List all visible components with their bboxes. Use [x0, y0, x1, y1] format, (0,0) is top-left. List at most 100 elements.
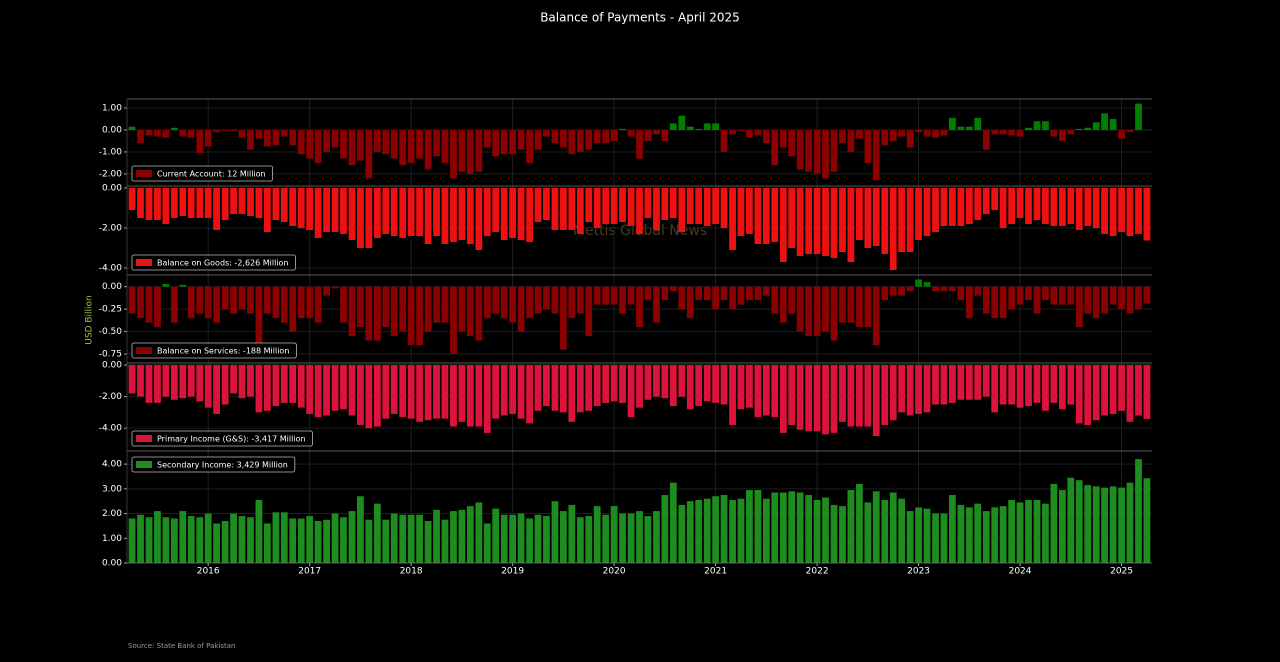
bar	[653, 365, 660, 397]
y-tick-label: -0.50	[99, 327, 123, 337]
bar	[137, 365, 144, 397]
bar	[872, 129, 880, 181]
bar	[1033, 121, 1041, 130]
bar	[889, 129, 897, 141]
bar	[458, 365, 466, 422]
bar	[1118, 365, 1125, 411]
bar	[610, 365, 618, 402]
bar	[948, 495, 956, 563]
y-tick-label: -0.25	[99, 305, 122, 315]
bar	[509, 514, 517, 563]
bar	[771, 492, 779, 563]
bar	[399, 129, 407, 166]
bar	[788, 286, 796, 314]
bar	[145, 517, 153, 563]
bar	[1059, 490, 1066, 563]
bar	[847, 188, 855, 262]
bar	[1092, 286, 1100, 319]
bar	[154, 286, 161, 328]
y-tick-label: 2.00	[102, 509, 122, 519]
bar	[948, 188, 956, 226]
bar	[576, 365, 584, 413]
bar	[915, 129, 922, 133]
bar	[965, 188, 973, 224]
bar	[145, 365, 153, 403]
bar	[255, 365, 263, 413]
bar	[517, 365, 525, 419]
bar	[813, 365, 821, 432]
bar	[974, 117, 982, 130]
bar	[932, 513, 939, 563]
bar	[399, 514, 407, 563]
bar	[458, 129, 466, 172]
bar	[957, 126, 965, 130]
bar	[1075, 365, 1083, 424]
bar	[636, 365, 643, 408]
bar	[407, 514, 415, 563]
bar	[1025, 188, 1032, 224]
bar	[492, 508, 500, 563]
bar	[187, 129, 195, 138]
bar	[1109, 486, 1117, 563]
bar	[424, 520, 432, 563]
bar	[627, 286, 635, 305]
bar	[653, 129, 660, 135]
x-tick-label: 2021	[704, 567, 727, 577]
bar	[703, 365, 711, 402]
bar	[331, 513, 339, 563]
bar	[416, 514, 423, 563]
bar	[1135, 103, 1142, 130]
bar	[128, 286, 136, 314]
bar	[500, 365, 508, 416]
bar	[154, 365, 161, 403]
bar	[255, 286, 263, 346]
bar	[509, 365, 517, 414]
y-tick-label: 0.00	[102, 184, 122, 194]
bar	[323, 286, 331, 296]
y-tick-label: 0.00	[102, 361, 122, 371]
bar	[872, 286, 880, 346]
bar	[551, 129, 559, 144]
bar	[500, 129, 508, 155]
bar	[154, 511, 161, 563]
bar	[534, 188, 542, 222]
bar	[805, 188, 813, 254]
bar	[585, 188, 593, 222]
bar	[746, 365, 753, 408]
legend-label: Primary Income (G&S): -3,417 Million	[157, 435, 306, 444]
bar	[568, 365, 576, 422]
bar	[500, 286, 508, 319]
bar	[340, 188, 347, 234]
x-tick-label: 2024	[1009, 567, 1032, 577]
bar	[314, 188, 322, 238]
bar	[1025, 127, 1032, 130]
bar	[357, 188, 364, 248]
bar	[636, 129, 643, 159]
bar	[1059, 365, 1066, 410]
bar	[965, 365, 973, 400]
bar	[247, 129, 254, 150]
bar	[475, 286, 483, 341]
bar	[1008, 286, 1016, 310]
bar	[585, 365, 593, 411]
bar	[247, 365, 254, 397]
bar	[1135, 286, 1142, 310]
bar	[746, 286, 753, 301]
bar	[830, 188, 838, 258]
bar	[839, 286, 846, 323]
bar	[619, 365, 626, 403]
legend-box	[131, 456, 296, 473]
bar	[407, 365, 415, 419]
bar	[433, 188, 440, 236]
bar	[433, 129, 440, 157]
y-tick-label: -2.00	[99, 224, 123, 234]
bar	[610, 286, 618, 305]
bar	[1067, 286, 1075, 305]
bar	[492, 365, 500, 419]
bar	[856, 129, 863, 139]
bar	[221, 365, 229, 405]
bar	[1050, 365, 1058, 403]
legend: Balance on Services: -188 Million	[131, 342, 297, 359]
bar	[636, 286, 643, 328]
bar	[390, 286, 398, 337]
